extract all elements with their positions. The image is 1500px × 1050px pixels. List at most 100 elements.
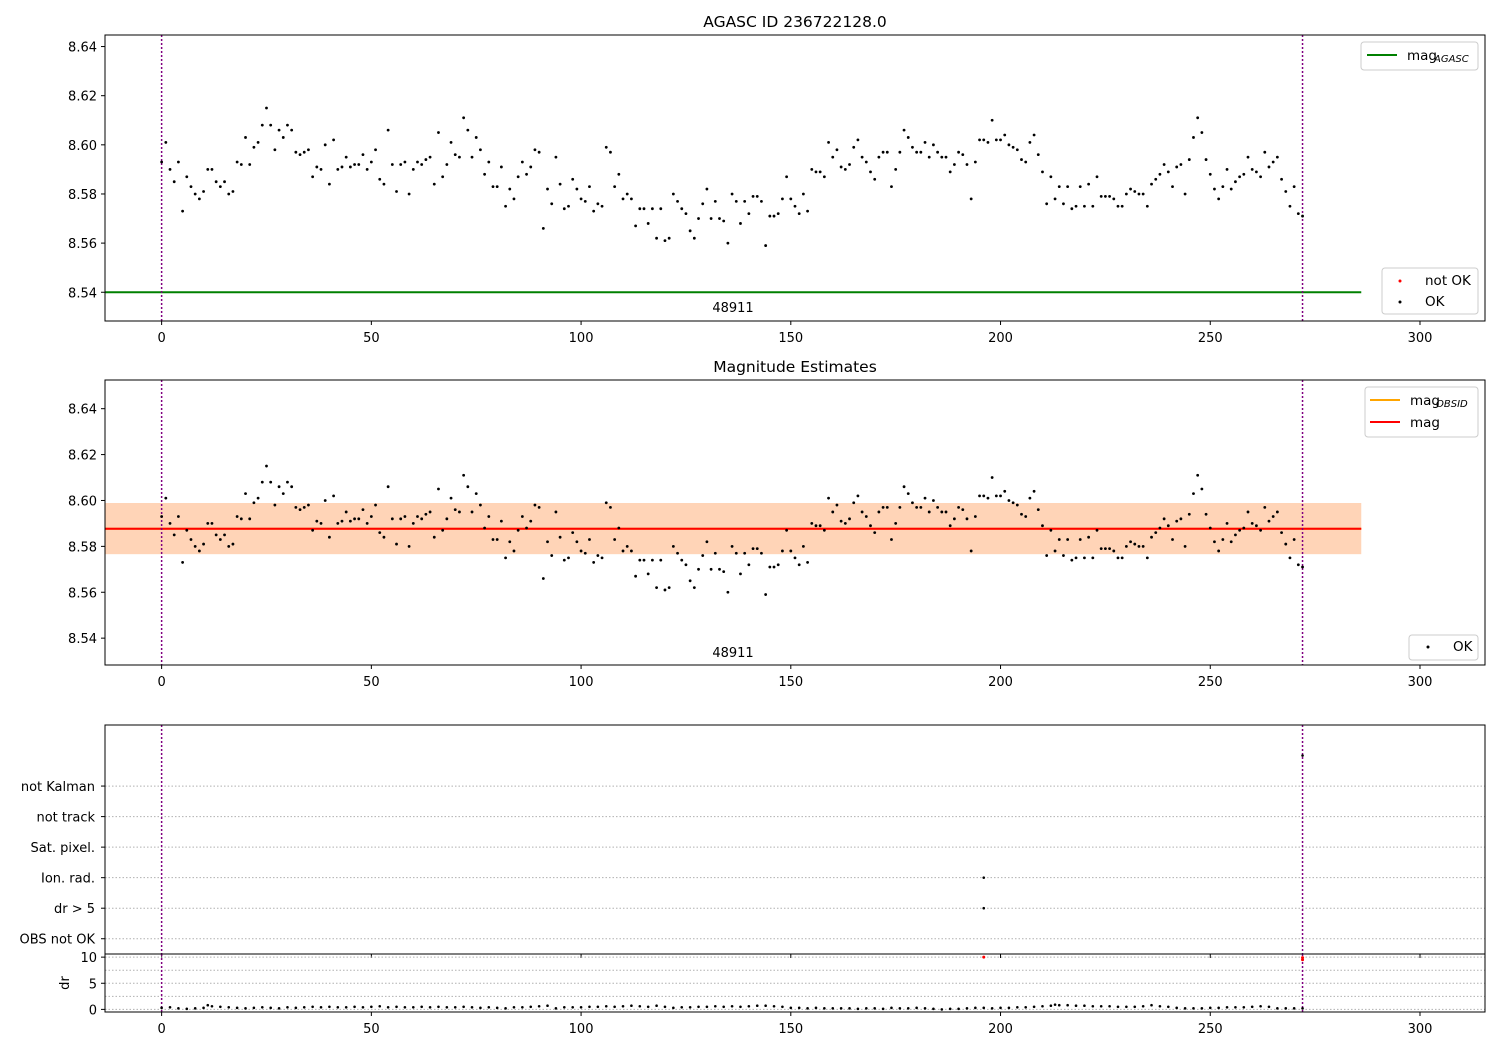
ok-point (680, 207, 684, 211)
ok-point (646, 222, 650, 225)
ok-point (1187, 158, 1191, 161)
ok-point (1171, 538, 1174, 541)
dr-ok-point (596, 1005, 600, 1009)
ok-point (1200, 131, 1204, 134)
dr-ok-point (168, 1006, 172, 1009)
dr-ok-point (688, 1006, 692, 1009)
ok-point (810, 522, 814, 525)
ok-point (969, 197, 973, 201)
ok-point (307, 503, 310, 507)
ok-point (860, 510, 864, 514)
ok-point (852, 145, 856, 149)
ok-point (1255, 524, 1258, 528)
dr-ok-point (772, 1004, 776, 1008)
ok-point (940, 510, 944, 514)
ok-point (697, 217, 700, 220)
ok-point (701, 202, 705, 206)
x-tick-label: 300 (1408, 331, 1433, 346)
ok-point (781, 549, 784, 553)
ok-point (1087, 535, 1091, 539)
magnitude-title: Magnitude Estimates (713, 358, 877, 376)
ok-point (751, 195, 755, 198)
dr-ok-point (1057, 1003, 1061, 1007)
ok-point (193, 192, 197, 196)
ok-point (458, 510, 461, 514)
ok-point (499, 519, 503, 523)
ok-point (630, 549, 633, 553)
ok-point (1041, 170, 1044, 174)
dr-ok-point (613, 1005, 616, 1009)
ok-point (1108, 195, 1111, 198)
ok-point (676, 199, 679, 203)
ok-point (667, 236, 671, 240)
legend-mag-sub: AGASC (1433, 54, 1469, 65)
x-tick-label: 100 (569, 331, 594, 346)
ok-point (244, 492, 247, 495)
legend-obsid-label: mag (1410, 393, 1440, 409)
ok-point (470, 510, 474, 514)
ok-point (1112, 549, 1116, 553)
dr-ok-point (437, 1005, 440, 1009)
ok-point (348, 519, 352, 523)
ok-point (218, 185, 222, 189)
ok-point (596, 202, 600, 206)
ok-point (864, 160, 868, 164)
ok-point (923, 496, 927, 500)
ok-point (1154, 177, 1158, 181)
ok-point (470, 155, 474, 159)
dr-ok-point (1150, 1003, 1153, 1007)
ok-point (479, 148, 482, 152)
ok-point (1137, 192, 1141, 196)
ok-point (760, 551, 763, 555)
ok-point (1032, 133, 1036, 137)
ok-point (810, 168, 814, 171)
ok-point (248, 517, 252, 521)
ok-point (365, 168, 369, 171)
ok-point (1145, 204, 1149, 208)
legend-not-ok-label: not OK (1425, 273, 1472, 289)
ok-point (768, 214, 772, 218)
ok-point (822, 528, 826, 532)
x-tick-label: 50 (363, 331, 380, 346)
ok-point (411, 522, 415, 525)
dr-ok-point (999, 1006, 1002, 1010)
ok-point (932, 499, 935, 502)
ok-point (407, 192, 411, 196)
ok-point (625, 192, 629, 196)
ok-point (625, 544, 629, 548)
ok-point (906, 136, 910, 139)
ok-point (1158, 526, 1162, 530)
ok-point (814, 524, 818, 528)
ok-point (1225, 168, 1229, 171)
ok-point (290, 485, 294, 489)
dr-ok-point (630, 1004, 633, 1008)
ok-point (491, 538, 495, 541)
ok-point (655, 586, 658, 590)
dr-ok-point (663, 1005, 667, 1009)
ok-point (1171, 185, 1174, 189)
ok-point (1104, 547, 1107, 551)
ok-point (550, 202, 554, 206)
ok-point (357, 517, 361, 521)
ok-point (1087, 182, 1091, 186)
x-tick-label: 50 (363, 675, 380, 690)
ok-point (432, 182, 436, 186)
ok-point (458, 155, 461, 159)
ok-point (940, 155, 944, 159)
dr-ok-point (1053, 1003, 1057, 1006)
magnitude-plot-frame (104, 379, 1486, 666)
dr-ok-point (1083, 1004, 1086, 1008)
ok-point (697, 567, 700, 571)
ok-point (994, 138, 998, 142)
dr-ok-point (982, 1006, 986, 1010)
dr-ok-point (697, 1005, 700, 1009)
ok-point (1301, 565, 1304, 569)
ok-point (202, 190, 205, 193)
y-tick-label: 8.60 (68, 139, 97, 154)
ok-point (1271, 515, 1275, 518)
y-tick-label: 8.60 (68, 494, 97, 509)
ok-point (1187, 512, 1191, 516)
dr-ok-point (353, 1005, 356, 1009)
dr-ok-point (898, 1007, 902, 1010)
dr-ok-point (1024, 1006, 1027, 1009)
